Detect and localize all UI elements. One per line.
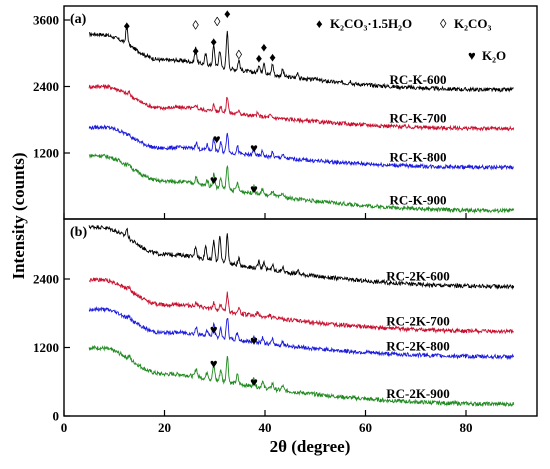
- peak-marker: ♥: [210, 173, 218, 188]
- series-line-RC-2K-600: [88, 224, 515, 291]
- peak-marker: ♦: [256, 51, 263, 66]
- series-label: RC-2K-900: [386, 386, 450, 401]
- legend-label: K₂O: [482, 48, 506, 63]
- legend-symbol: ♦: [316, 16, 323, 31]
- series-line-RC-K-600: [89, 24, 514, 93]
- panel-label: (b): [70, 225, 87, 240]
- series-line-RC-2K-900: [88, 344, 515, 408]
- x-tick-label: 20: [158, 420, 171, 435]
- panel-frame: [63, 5, 538, 220]
- legend-label: K₂CO₃: [454, 16, 492, 31]
- peak-marker: ♥: [210, 356, 218, 371]
- legend-label: K₂CO₃·1.5H₂O: [330, 16, 412, 31]
- y-axis-title: Intensity (counts): [9, 152, 28, 279]
- peak-marker: ◊: [236, 47, 243, 62]
- series-label: RC-K-600: [389, 72, 446, 87]
- peak-marker: ♥: [250, 140, 258, 155]
- peak-marker: ♥: [250, 333, 258, 348]
- peak-marker: ♥: [250, 181, 258, 196]
- peak-marker: ♦: [210, 34, 217, 49]
- series-label: RC-K-700: [389, 111, 446, 126]
- series-label: RC-2K-700: [386, 314, 450, 329]
- peak-marker: ♥: [210, 322, 218, 337]
- series-line-RC-2K-700: [88, 277, 515, 335]
- series-label: RC-K-900: [389, 193, 446, 208]
- x-tick-label: 80: [460, 420, 473, 435]
- panel-a: (a) 1200 2400 3600 RC-K-600 RC-K-700 RC-K-800 R…: [33, 5, 538, 220]
- legend-symbol: ◊: [440, 16, 447, 31]
- y-tick-label: 2400: [33, 79, 59, 94]
- panel-b: (b) 0 1200 2400 0 20 40 60 80 RC-2K-600 RC-2K-700 R…: [33, 218, 538, 435]
- legend-symbol: ♥: [468, 48, 476, 63]
- series-line-RC-K-700: [88, 83, 515, 132]
- x-tick-label: 0: [61, 420, 68, 435]
- series-label: RC-K-800: [389, 149, 446, 164]
- peak-marker: ♦: [269, 50, 276, 65]
- panel-frame: [63, 218, 538, 417]
- peak-marker: ♦: [192, 43, 199, 58]
- peak-marker: ♦: [123, 18, 130, 33]
- y-tick-label: 1200: [33, 340, 59, 355]
- peak-marker: ◊: [192, 17, 199, 32]
- y-tick-label: 0: [53, 409, 60, 424]
- x-tick-label: 60: [359, 420, 372, 435]
- series-label: RC-2K-800: [386, 339, 450, 354]
- series-line-RC-K-900: [88, 153, 515, 214]
- peak-marker: ♥: [213, 132, 221, 147]
- y-tick-label: 2400: [33, 272, 59, 287]
- y-tick-label: 3600: [33, 13, 59, 28]
- peak-marker: ◊: [214, 14, 221, 29]
- panel-label: (a): [70, 12, 87, 27]
- peak-marker: ♦: [224, 6, 231, 21]
- peak-marker: ♦: [261, 40, 268, 55]
- x-tick-label: 40: [259, 420, 272, 435]
- y-tick-label: 1200: [33, 146, 59, 161]
- series-line-RC-2K-800: [88, 305, 515, 361]
- peak-marker: ♥: [250, 374, 258, 389]
- x-axis-title: 2θ (degree): [270, 437, 351, 456]
- series-line-RC-K-800: [88, 124, 514, 171]
- series-label: RC-2K-600: [386, 268, 450, 283]
